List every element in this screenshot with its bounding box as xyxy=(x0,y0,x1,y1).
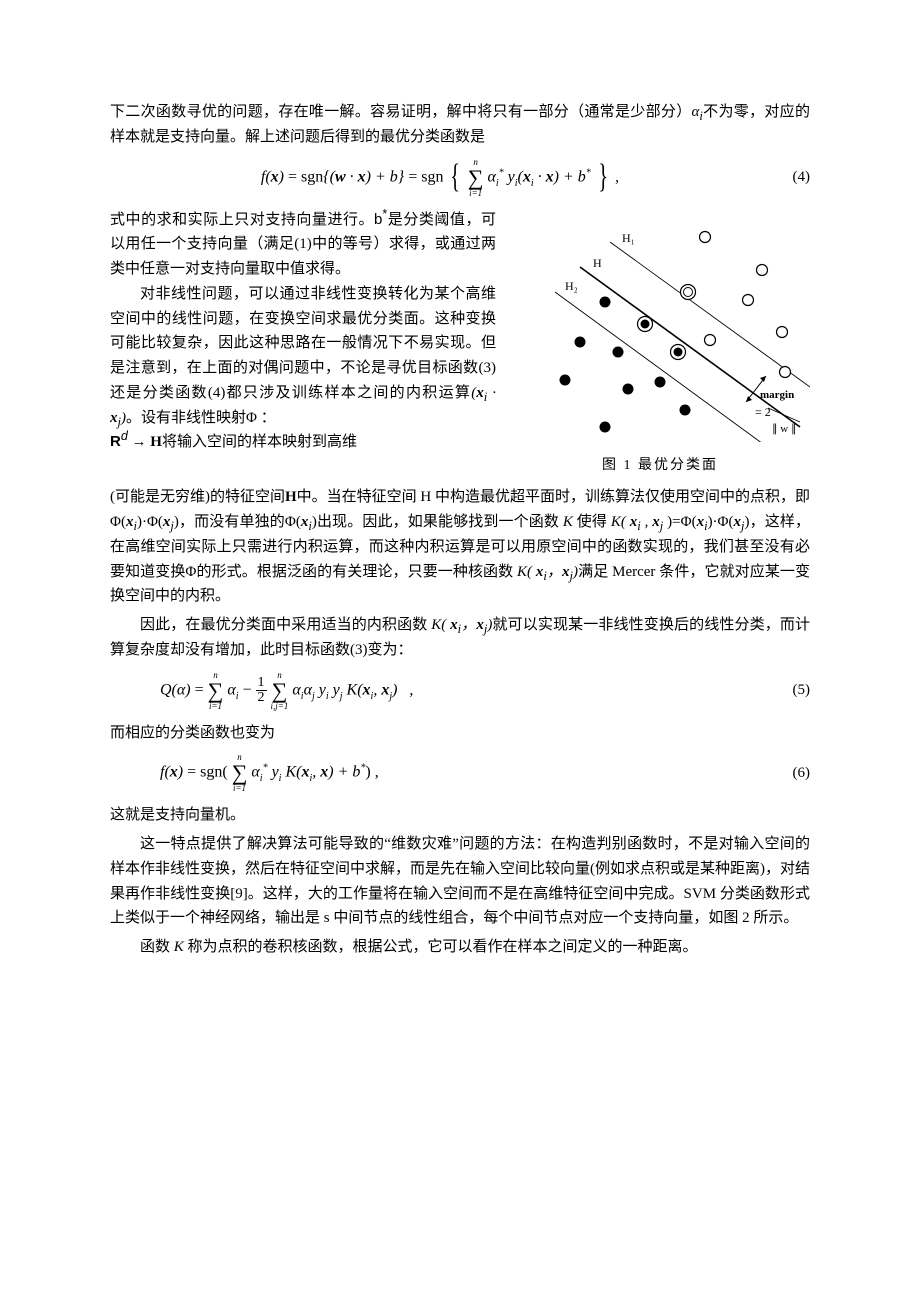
text: 因此，在最优分类面中采用适当的内积函数 xyxy=(140,617,431,633)
text: )=Φ( xyxy=(663,514,696,530)
text: 对非线性问题，可以通过非线性变换转化为某个高维空间中的线性问题，在变换空间求最优… xyxy=(110,286,496,401)
Kxixj: K( xi , xj xyxy=(611,514,663,530)
text: )，而没有单独的Φ( xyxy=(174,514,301,530)
H: H xyxy=(285,489,297,505)
Rd: Rd xyxy=(110,433,128,450)
eq5-number: (5) xyxy=(770,678,810,703)
eq6-body: f(x) = sgn( n∑i=1 αi* yi K(xi, x) + b*) … xyxy=(110,753,770,793)
arrow: → xyxy=(128,434,151,450)
text: 称为点积的卷积核函数，根据公式，它可以看作在样本之间定义的一种距离。 xyxy=(184,939,698,955)
text: 。设有非线性映射Φ ： xyxy=(126,410,276,426)
Kxixj3: K( xi，xj) xyxy=(431,617,492,633)
K: K xyxy=(563,514,573,530)
equation-5: Q(α) = n∑i=1 αi − 12 n∑i,j=1 αiαj yi yj … xyxy=(110,671,810,711)
svg-text:H₁: H₁ xyxy=(622,231,635,245)
para-5: 因此，在最优分类面中采用适当的内积函数 K( xi，xj)就可以实现某一非线性变… xyxy=(110,613,810,663)
para-6: 而相应的分类函数也变为 xyxy=(110,721,810,746)
xj: xj xyxy=(163,514,174,530)
xi3: xi xyxy=(697,514,708,530)
svg-text:∥ w ∥: ∥ w ∥ xyxy=(772,423,796,435)
figure-1: H₁ H H₂ margin = 2∥ w ∥ 图 1 最优分类面 xyxy=(510,212,810,478)
eq5-body: Q(α) = n∑i=1 αi − 12 n∑i,j=1 αiαj yi yj … xyxy=(110,671,770,711)
figure-1-svg: H₁ H H₂ margin = 2∥ w ∥ xyxy=(510,212,810,442)
svg-text:= 2: = 2 xyxy=(755,405,771,419)
equation-4: f(x) = sgn{(w · x) + b} = sgn { n∑i=1 αi… xyxy=(110,158,810,198)
b-star: b* xyxy=(374,211,387,228)
para-7: 这就是支持向量机。 xyxy=(110,803,810,828)
svg-text:H₂: H₂ xyxy=(565,279,578,293)
text: 函数 xyxy=(140,939,174,955)
xi2: xi xyxy=(301,514,312,530)
para-8: 这一特点提供了解决算法可能导致的“维数灾难”问题的方法：在构造判别函数时，不是对… xyxy=(110,832,810,931)
text: )出现。因此，如果能够找到一个函数 xyxy=(312,514,563,530)
text: )·Φ( xyxy=(708,514,734,530)
text: 使得 xyxy=(573,514,611,530)
equation-6: f(x) = sgn( n∑i=1 αi* yi K(xi, x) + b*) … xyxy=(110,753,810,793)
xj3: xj xyxy=(734,514,745,530)
text: 将输入空间的样本映射到高维 xyxy=(162,434,357,450)
svg-text:margin: margin xyxy=(760,389,794,401)
para-4: (可能是无穷维)的特征空间H中。当在特征空间 H 中构造最优超平面时，训练算法仅… xyxy=(110,485,810,609)
eq4-body: f(x) = sgn{(w · x) + b} = sgn { n∑i=1 αi… xyxy=(110,158,770,198)
figure-1-caption: 图 1 最优分类面 xyxy=(510,454,810,477)
text: 下二次函数寻优的问题，存在唯一解。容易证明，解中将只有一部分（通常是少部分） xyxy=(110,104,692,120)
text: 式中的求和实际上只对支持向量进行。 xyxy=(110,212,374,228)
para-9: 函数 K 称为点积的卷积核函数，根据公式，它可以看作在样本之间定义的一种距离。 xyxy=(110,935,810,960)
svg-text:H: H xyxy=(593,256,602,270)
text-figure-wrap: H₁ H H₂ margin = 2∥ w ∥ 图 1 最优分类面 式中的求和实际上只对… xyxy=(110,208,810,486)
eq6-number: (6) xyxy=(770,761,810,786)
K2: K xyxy=(174,939,184,955)
alpha-i: αi xyxy=(692,104,703,120)
eq4-number: (4) xyxy=(770,165,810,190)
Kxixj2: K( xi，xj) xyxy=(517,564,578,580)
xi: xi xyxy=(126,514,137,530)
text: (可能是无穷维)的特征空间 xyxy=(110,489,285,505)
text: )·Φ( xyxy=(137,514,163,530)
para-1: 下二次函数寻优的问题，存在唯一解。容易证明，解中将只有一部分（通常是少部分）αi… xyxy=(110,100,810,150)
H-space: H xyxy=(150,434,162,450)
